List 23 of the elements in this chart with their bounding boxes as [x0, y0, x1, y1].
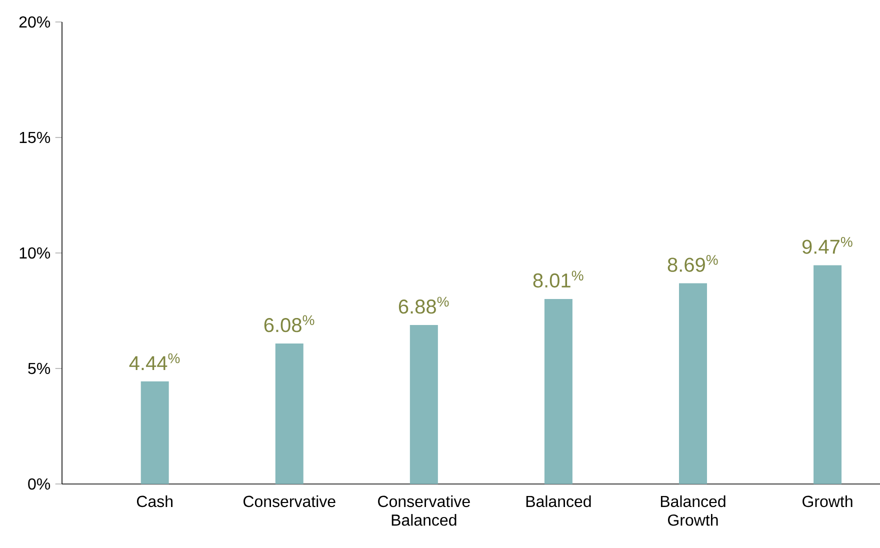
bar: [814, 265, 842, 484]
y-tick-label: 20%: [19, 16, 50, 28]
x-tick-label: Balanced: [526, 495, 591, 508]
data-label: 8.01$^{%}$: [533, 270, 584, 288]
x-tick-label: Growth: [802, 495, 852, 508]
x-tick-label: Cash: [136, 495, 172, 508]
bar: [410, 325, 438, 484]
bar: [544, 298, 572, 484]
data-label: 4.44$^{%}$: [129, 353, 180, 370]
y-tick-label: 5%: [28, 362, 50, 374]
data-label: 6.88$^{%}$: [398, 296, 449, 314]
bar: [140, 381, 169, 484]
x-tick-label: Conservative: [244, 495, 336, 508]
bar: [679, 283, 707, 484]
x-tick-label: Conservative Balanced: [378, 495, 470, 526]
y-tick-label: 15%: [20, 132, 50, 144]
data-label: 9.47$^{%}$: [802, 236, 852, 254]
data-label: 8.69$^{%}$: [668, 255, 718, 272]
data-label: 6.08$^{%}$: [264, 315, 314, 332]
y-tick-label: 0%: [28, 478, 50, 490]
x-tick-label: Balanced Growth: [660, 495, 726, 526]
y-tick-label: 10%: [20, 247, 50, 259]
bar: [275, 344, 304, 484]
